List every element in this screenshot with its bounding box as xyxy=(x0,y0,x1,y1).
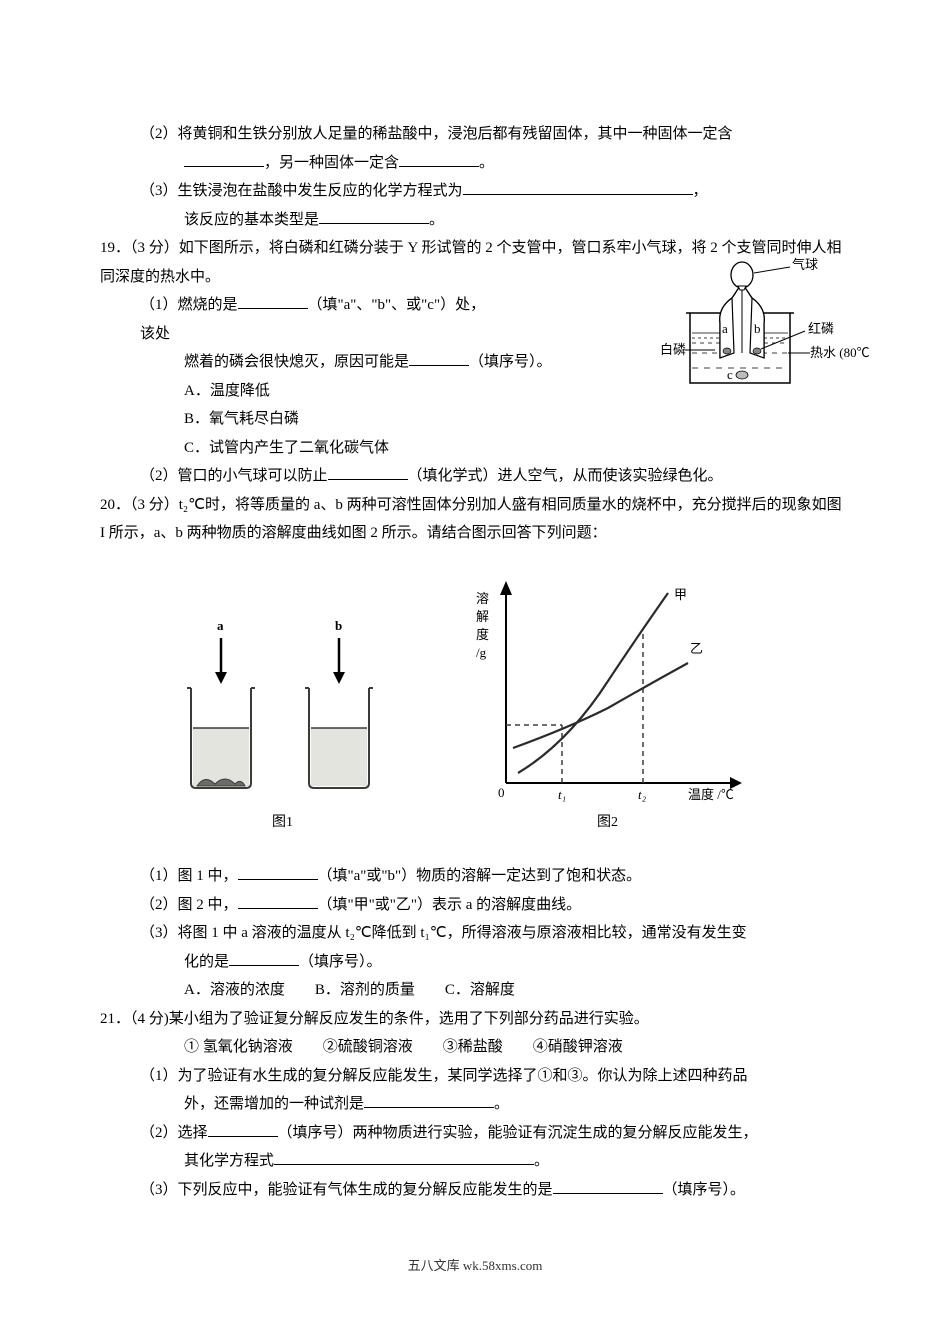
solubility-chart: 溶 解 度 /g 0 t₁ t₂ 温度 /℃ xyxy=(458,568,758,808)
q20-sub3-b: 化的是 xyxy=(184,954,229,970)
q20-sub3-c: （填序号）。 xyxy=(299,954,382,970)
q18-sub3-line2-a: 该反应的基本类型是 xyxy=(184,212,319,228)
q21-sub2-d: 。 xyxy=(534,1153,549,1169)
svg-text:溶: 溶 xyxy=(476,591,489,606)
q21-sub2-line2: 其化学方程式 。 xyxy=(100,1147,850,1176)
svg-text:a: a xyxy=(217,618,224,633)
q21-sub1-b: 外，还需增加的一种试剂是 xyxy=(184,1096,364,1112)
svg-text:t₁: t₁ xyxy=(558,787,566,802)
q21-blank1 xyxy=(364,1091,494,1109)
svg-text:甲: 甲 xyxy=(674,587,687,602)
q19-sub1-line2: 燃着的磷会很快熄灭，原因可能是 （填序号）。 xyxy=(100,348,654,377)
q18-sub2-mid: ，另一种固体一定含 xyxy=(264,155,399,171)
q21-sub1-c: 。 xyxy=(494,1096,509,1112)
q18-sub2-line1: （2）将黄铜和生铁分别放人足量的稀盐酸中，浸泡后都有残留固体，其中一种固体一定含 xyxy=(100,120,850,149)
q20-head: 20．（3 分）t₂℃时，将等质量的 a、b 两种可溶性固体分别加人盛有相同质量… xyxy=(100,491,850,548)
q20-sub1-b: （填"a"或"b"）物质的溶解一定达到了饱和状态。 xyxy=(318,868,642,884)
svg-text:解: 解 xyxy=(476,609,489,624)
q20-figures: a b 图1 xyxy=(140,568,790,837)
q19-optB: B．氧气耗尽白磷 xyxy=(100,405,850,434)
svg-text:c: c xyxy=(727,367,733,382)
q20-sub2: （2）图 2 中， （填"甲"或"乙"）表示 a 的溶解度曲线。 xyxy=(100,891,850,920)
q21-sub3-b: （填序号）。 xyxy=(663,1182,746,1198)
q18-sub3-line2: 该反应的基本类型是 。 xyxy=(100,206,850,235)
q18-sub2-line2: ，另一种固体一定含 。 xyxy=(100,149,850,178)
page-footer: 五八文库 wk.58xms.com xyxy=(100,1254,850,1279)
q19-sub1-line1: （1）燃烧的是 （填"a"、"b"、或"c"）处， xyxy=(100,291,600,320)
q19-sub1-line2-a: 燃着的磷会很快熄灭，原因可能是 xyxy=(184,354,409,370)
q18-sub3-line2-b: 。 xyxy=(429,212,444,228)
q20-sub1-a: （1）图 1 中， xyxy=(140,868,238,884)
q20-opts: A．溶液的浓度 B．溶剂的质量 C．溶解度 xyxy=(100,976,850,1005)
q18-blank4 xyxy=(319,206,429,224)
q18-sub3-text: （3）生铁浸泡在盐酸中发生反应的化学方程式为 xyxy=(140,183,463,199)
q21-sub1-line1: （1）为了验证有水生成的复分解反应能发生，某同学选择了①和③。你认为除上述四种药… xyxy=(100,1062,850,1091)
q21-sub3-a: （3）下列反应中，能验证有气体生成的复分解反应能发生的是 xyxy=(140,1182,553,1198)
q21-sub1-line2: 外，还需增加的一种试剂是 。 xyxy=(100,1090,850,1119)
q20-blank1 xyxy=(238,863,318,881)
svg-text:/g: /g xyxy=(476,645,487,660)
q20-sub2-b: （填"甲"或"乙"）表示 a 的溶解度曲线。 xyxy=(318,897,582,913)
q18-blank2 xyxy=(399,149,479,167)
beakers-diagram: a b xyxy=(173,578,393,808)
q20-blank3 xyxy=(229,948,299,966)
q21-blank2 xyxy=(208,1119,278,1137)
fig1-caption: 图1 xyxy=(173,810,393,837)
q18-sub2-end: 。 xyxy=(479,155,494,171)
q18-blank3 xyxy=(463,178,693,196)
q19-sub2-b: （填化学式）进人空气，从而使该实验绿色化。 xyxy=(408,468,723,484)
q21-blank4 xyxy=(553,1176,663,1194)
q21-head: 21．（4 分)某小组为了验证复分解反应发生的条件，选用了下列部分药品进行实验。 xyxy=(100,1005,850,1034)
q20-sub1: （1）图 1 中， （填"a"或"b"）物质的溶解一定达到了饱和状态。 xyxy=(100,862,850,891)
q19-blank1 xyxy=(238,292,308,310)
svg-text:b: b xyxy=(335,618,342,633)
q21-blank3 xyxy=(274,1148,534,1166)
exam-page: （2）将黄铜和生铁分别放人足量的稀盐酸中，浸泡后都有残留固体，其中一种固体一定含… xyxy=(0,0,950,1344)
q19-sub1-b: （填"a"、"b"、或"c"）处， xyxy=(308,297,486,313)
q18-sub3-tail: ， xyxy=(693,183,708,199)
q19-sub1-line2-b: （填序号）。 xyxy=(469,354,552,370)
q19-blank3 xyxy=(328,463,408,481)
svg-text:b: b xyxy=(754,321,761,336)
q18-blank1 xyxy=(184,149,264,167)
q21-sub2-line1: （2）选择 （填序号）两种物质进行实验，能验证有沉淀生成的复分解反应能发生， xyxy=(100,1119,850,1148)
q21-sub2-c: 其化学方程式 xyxy=(184,1153,274,1169)
q21-sub3: （3）下列反应中，能验证有气体生成的复分解反应能发生的是 （填序号）。 xyxy=(100,1176,850,1205)
label-balloon: 气球 xyxy=(792,257,818,272)
ytube-diagram: a b c 气球 红磷 热水 (80℃) 白磷 xyxy=(660,253,870,403)
q20-sub2-a: （2）图 2 中， xyxy=(140,897,238,913)
label-white: 白磷 xyxy=(660,342,686,357)
svg-text:温度 /℃: 温度 /℃ xyxy=(688,787,734,802)
q19-sub1-a: （1）燃烧的是 xyxy=(140,297,238,313)
svg-text:0: 0 xyxy=(498,785,505,800)
svg-text:a: a xyxy=(722,321,728,336)
fig1-wrapper: a b 图1 xyxy=(173,578,393,837)
q21-sub2-b: （填序号）两种物质进行实验，能验证有沉淀生成的复分解反应能发生， xyxy=(278,1125,758,1141)
svg-text:度: 度 xyxy=(476,627,489,642)
svg-text:乙: 乙 xyxy=(690,641,703,656)
label-hot: 热水 (80℃) xyxy=(810,345,870,360)
q20-sub3-line2: 化的是 （填序号）。 xyxy=(100,948,850,977)
q18-sub3-line1: （3）生铁浸泡在盐酸中发生反应的化学方程式为 ， xyxy=(100,177,850,206)
fig2-wrapper: 溶 解 度 /g 0 t₁ t₂ 温度 /℃ xyxy=(458,568,758,837)
label-red: 红磷 xyxy=(808,321,834,336)
fig2-caption: 图2 xyxy=(458,810,758,837)
q20-blank2 xyxy=(238,891,318,909)
q21-reagents: ① 氢氧化钠溶液 ②硫酸铜溶液 ③稀盐酸 ④硝酸钾溶液 xyxy=(100,1033,850,1062)
q20-sub3-line1: （3）将图 1 中 a 溶液的温度从 t₂℃降低到 t₁℃，所得溶液与原溶液相比… xyxy=(100,919,850,948)
q19-blank2 xyxy=(409,349,469,367)
q19-sub2-a: （2）管口的小气球可以防止 xyxy=(140,468,328,484)
q19-optC: C．试管内产生了二氧化碳气体 xyxy=(100,434,850,463)
svg-text:t₂: t₂ xyxy=(638,787,647,802)
q21-sub2-a: （2）选择 xyxy=(140,1125,208,1141)
q19-sub2: （2）管口的小气球可以防止 （填化学式）进人空气，从而使该实验绿色化。 xyxy=(100,462,850,491)
